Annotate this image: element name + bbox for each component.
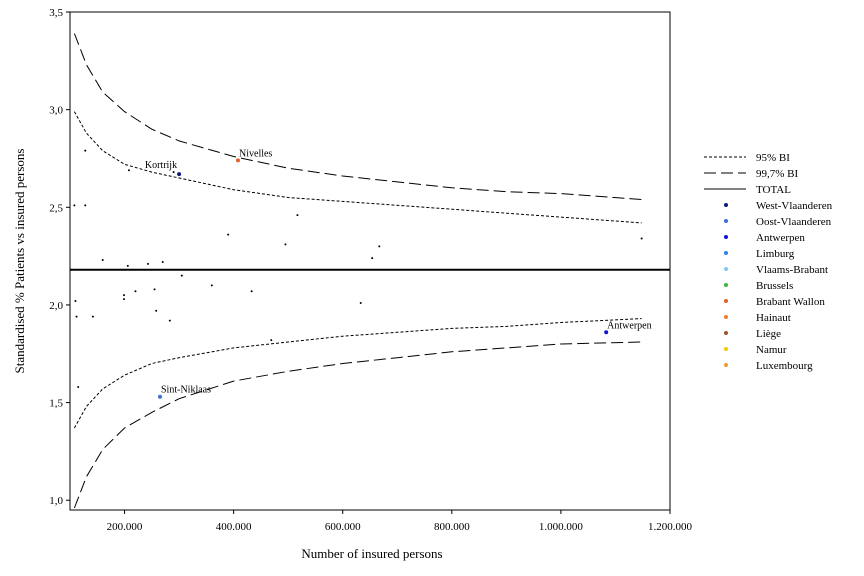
point-label: Kortrijk (145, 160, 177, 171)
legend-marker (724, 363, 728, 367)
data-point (161, 260, 164, 263)
legend-label: TOTAL (756, 184, 791, 196)
data-point (250, 290, 253, 293)
legend-marker (724, 299, 728, 303)
data-point (155, 309, 158, 312)
legend-marker (724, 315, 728, 319)
labeled-point (177, 172, 182, 177)
legend-marker (724, 203, 728, 207)
data-point (359, 301, 362, 304)
data-point (84, 204, 87, 207)
data-point (147, 262, 149, 265)
plot-area (69, 11, 671, 511)
data-point (101, 259, 104, 262)
ci95-lower-line (73, 318, 642, 429)
legend-marker (724, 251, 728, 255)
legend-label: Namur (756, 344, 787, 356)
legend-marker (724, 347, 728, 351)
data-point (91, 315, 94, 318)
x-tick-label: 1.200.000 (648, 521, 693, 533)
legend-marker (724, 331, 728, 335)
data-point (123, 298, 125, 301)
legend-label: Brabant Wallon (756, 296, 825, 308)
legend-label: Antwerpen (756, 232, 805, 244)
data-point (210, 284, 213, 287)
data-point (168, 319, 171, 322)
data-point (284, 243, 287, 246)
legend-label: 99,7% BI (756, 168, 799, 180)
y-tick-label: 2,0 (49, 300, 63, 312)
data-point (134, 290, 137, 293)
data-point (126, 264, 129, 267)
ci997-lower-line (73, 341, 642, 509)
x-tick-label: 600.000 (325, 521, 361, 533)
x-tick-label: 800.000 (434, 521, 470, 533)
y-tick-label: 1,5 (49, 398, 63, 410)
data-point (123, 294, 125, 297)
legend-label: 95% BI (756, 152, 790, 164)
labeled-points: Nivelles Kortrijk Sint-Niklaas Antwerpen (145, 148, 652, 399)
legend-label: Hainaut (756, 312, 791, 324)
y-axis: 1,0 1,5 2,0 2,5 3,0 3,5 (49, 7, 70, 507)
y-tick-label: 3,5 (49, 7, 63, 19)
legend-label: Luxembourg (756, 360, 813, 372)
x-axis-title: Number of insured persons (301, 546, 442, 561)
legend-marker (724, 219, 728, 223)
legend-marker (724, 267, 728, 271)
data-point (378, 245, 381, 248)
y-axis-title: Standardised % Patients vs insured perso… (12, 149, 27, 374)
y-tick-label: 3,0 (49, 105, 63, 117)
data-point (84, 149, 87, 152)
y-tick-label: 1,0 (49, 495, 63, 507)
legend-label: Brussels (756, 280, 793, 292)
data-point (371, 257, 374, 260)
legend: 95% BI 99,7% BI TOTAL West-Vlaanderen Oost-V… (704, 152, 833, 372)
point-label: Sint-Niklaas (161, 385, 211, 396)
data-point (74, 300, 77, 303)
x-tick-label: 200.000 (107, 521, 143, 533)
x-tick-label: 1.000.000 (539, 521, 584, 533)
data-point (77, 385, 80, 388)
data-point (640, 237, 643, 240)
data-point (227, 233, 230, 236)
data-point (75, 315, 78, 318)
ci95-upper-line (73, 111, 642, 224)
labeled-point (158, 394, 162, 399)
data-points (73, 149, 643, 388)
legend-label: Oost-Vlaanderen (756, 216, 832, 228)
data-point (127, 169, 130, 172)
ci997-upper-line (73, 33, 642, 200)
y-tick-label: 2,5 (49, 202, 63, 214)
legend-label: West-Vlaanderen (756, 200, 833, 212)
legend-marker (724, 235, 728, 239)
legend-marker (724, 283, 728, 287)
point-label: Nivelles (239, 148, 272, 159)
labeled-point (604, 330, 609, 335)
point-label: Antwerpen (607, 320, 651, 331)
confidence-bands (73, 33, 642, 509)
data-point (73, 204, 76, 207)
legend-label: Vlaams-Brabant (756, 264, 828, 276)
x-axis: 200.000 400.000 600.000 800.000 1.000.000 1.2… (107, 510, 693, 533)
legend-label: Liège (756, 328, 781, 340)
labeled-point (236, 158, 240, 163)
data-point (180, 274, 183, 277)
data-point (296, 214, 299, 217)
data-point (153, 288, 156, 291)
data-point (172, 171, 175, 174)
data-point (270, 339, 273, 342)
legend-label: Limburg (756, 248, 795, 260)
x-tick-label: 400.000 (216, 521, 252, 533)
